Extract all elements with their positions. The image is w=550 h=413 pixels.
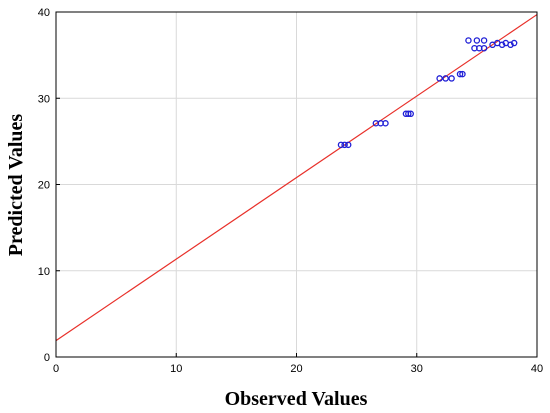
x-tick-label: 0: [53, 363, 59, 375]
fit-line: [56, 14, 537, 342]
data-point: [337, 141, 345, 149]
y-tick-label: 0: [44, 352, 50, 364]
data-point: [382, 120, 389, 127]
x-axis-ticks: 0 10 20 30 40: [53, 353, 543, 375]
grid-lines: [56, 12, 537, 357]
data-point: [465, 37, 472, 44]
x-tick-label: 10: [170, 363, 182, 375]
data-point: [407, 110, 414, 118]
fit-line-layer: [56, 14, 537, 342]
data-point: [436, 75, 443, 82]
data-point: [344, 141, 352, 149]
data-point: [498, 41, 506, 49]
data-point: [456, 70, 464, 78]
y-axis-ticks: 0 10 20 30 40: [38, 7, 60, 364]
x-tick-label: 40: [531, 363, 543, 375]
data-point: [448, 75, 455, 82]
y-axis-title: Predicted Values: [5, 114, 27, 257]
data-point: [459, 70, 466, 78]
data-point: [442, 75, 449, 82]
data-point: [480, 37, 488, 44]
x-tick-label: 20: [290, 363, 302, 375]
y-tick-label: 30: [38, 93, 50, 105]
data-point: [510, 39, 518, 47]
y-tick-label: 10: [38, 266, 50, 278]
x-tick-label: 30: [411, 363, 423, 375]
data-points: [337, 37, 518, 149]
data-point: [507, 41, 514, 49]
data-point: [480, 44, 488, 52]
data-point: [405, 110, 412, 118]
y-tick-label: 20: [38, 180, 50, 192]
data-point: [473, 37, 481, 44]
x-axis-title: Observed Values: [225, 388, 368, 410]
y-tick-label: 40: [38, 7, 50, 19]
data-point: [341, 141, 348, 149]
